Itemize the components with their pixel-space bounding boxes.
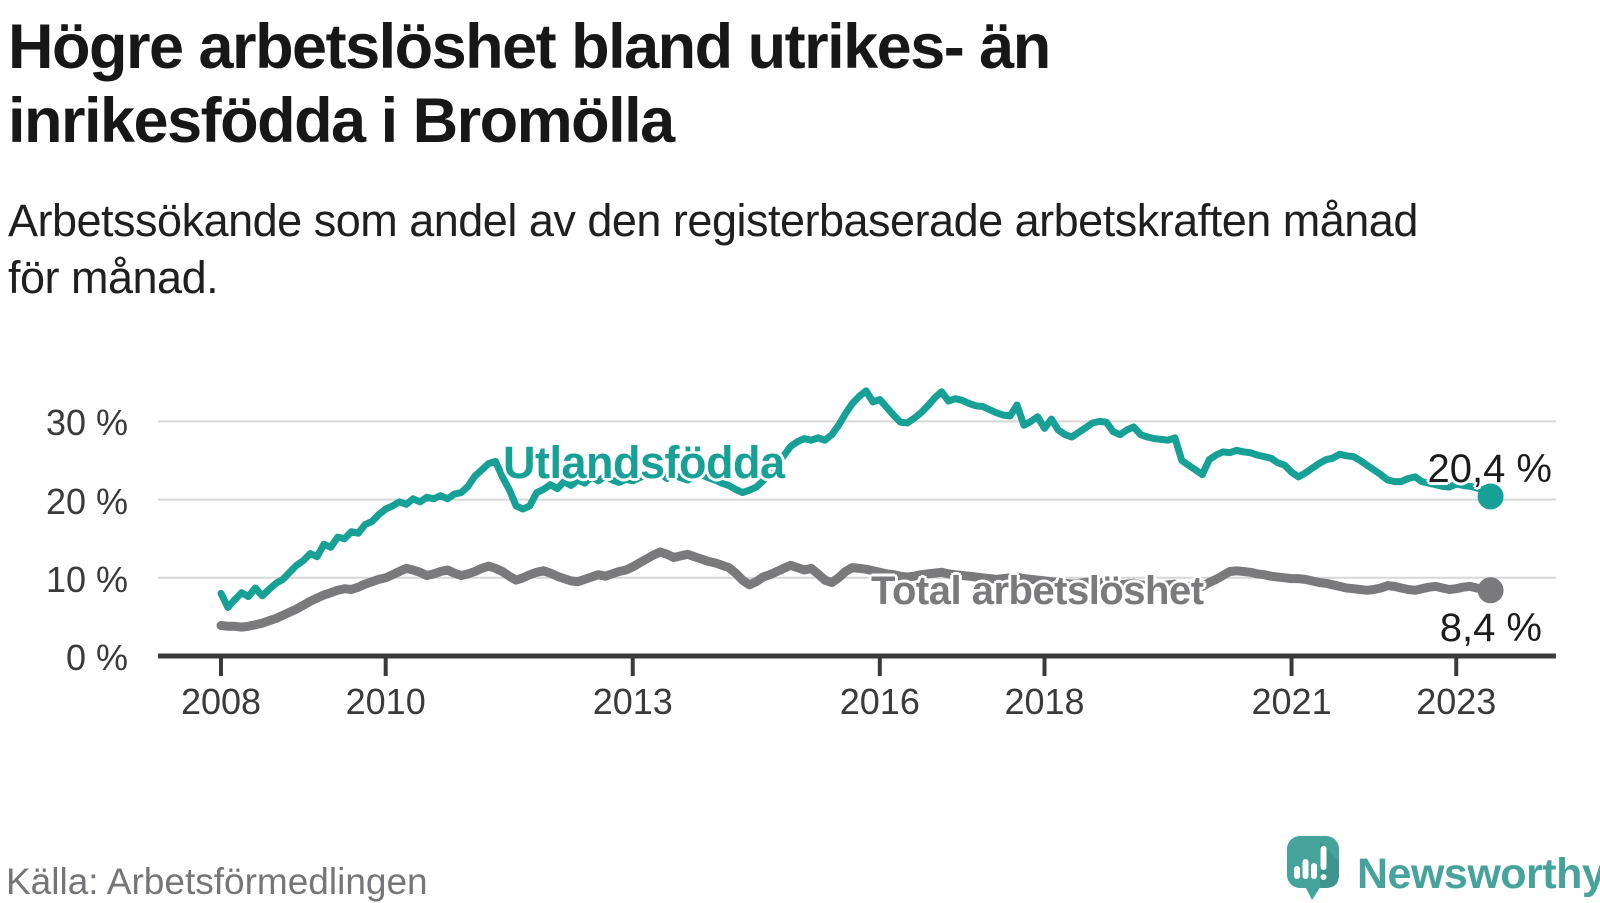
chart-subtitle-line2: för månad. — [8, 252, 219, 303]
x-tick-label: 2013 — [592, 681, 673, 722]
chart-title: Högre arbetslöshet bland utrikes- än inr… — [8, 10, 1051, 158]
chart-subtitle: Arbetssökande som andel av den registerb… — [8, 192, 1418, 306]
x-tick-label: 2023 — [1416, 681, 1497, 722]
x-tick-label: 2021 — [1251, 681, 1332, 722]
y-tick-label: 10 % — [45, 558, 128, 600]
series-line — [217, 387, 1495, 611]
series-label-utlandsfodda: Utlandsfödda — [503, 437, 785, 488]
end-value-label-utlandsfodda: 20,4 % — [1427, 447, 1552, 491]
series-end-dot — [1477, 577, 1504, 604]
chart-title-line1: Högre arbetslöshet bland utrikes- än — [8, 12, 1051, 82]
x-tick-label: 2008 — [180, 681, 262, 722]
x-tick-label: 2010 — [345, 681, 426, 722]
end-value-label-total: 8,4 % — [1439, 606, 1542, 650]
chart-subtitle-line1: Arbetssökande som andel av den registerb… — [8, 195, 1418, 246]
y-tick-label: 30 % — [45, 402, 128, 444]
newsworthy-logo-icon — [1287, 836, 1339, 900]
source-note: Källa: Arbetsförmedlingen — [6, 861, 428, 902]
newsworthy-brand: Newsworthy — [1287, 836, 1600, 900]
series-label-total-arbetsloshet: Total arbetslöshet — [871, 569, 1204, 613]
x-tick-label: 2018 — [1004, 681, 1085, 722]
y-tick-label: 0 % — [65, 637, 128, 678]
series-end-dot — [1477, 483, 1504, 510]
newsworthy-wordmark: Newsworthy — [1357, 850, 1600, 898]
x-tick-label: 2016 — [839, 681, 920, 722]
series-line — [216, 547, 1496, 632]
chart-title-line2: inrikesfödda i Bromölla — [8, 86, 675, 156]
y-tick-label: 20 % — [45, 480, 128, 522]
